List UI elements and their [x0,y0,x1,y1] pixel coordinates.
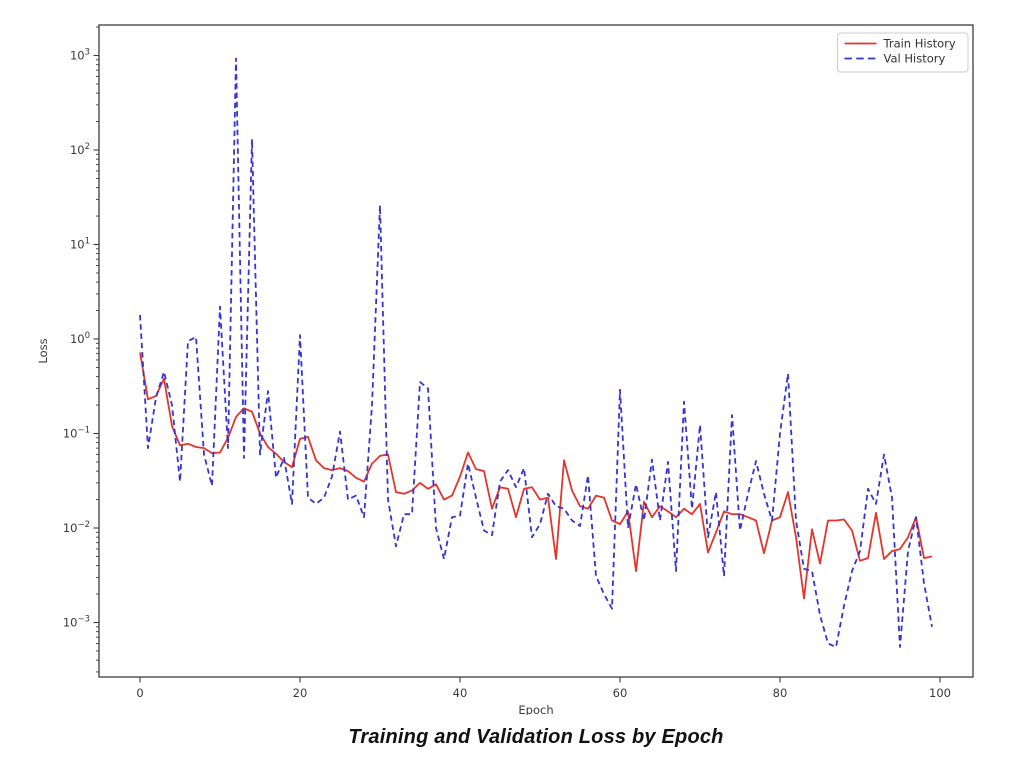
y-tick-label: 100 [70,331,90,346]
x-axis: 0 20 40 60 80 100 Epoch [136,677,951,715]
y-axis-title: Loss [36,338,50,363]
y-axis: 103 102 101 100 10−1 10−2 10−3 Loss [36,26,99,673]
x-tick-label: 20 [293,686,308,700]
x-tick-label: 40 [453,686,468,700]
val-loss-line [139,57,933,648]
y-tick-label: 103 [70,48,90,63]
y-tick-label: 101 [70,237,90,252]
train-loss-line [139,352,933,600]
y-tick-label: 102 [70,142,90,157]
y-tick-label: 10−2 [63,520,90,535]
chart-caption: Training and Validation Loss by Epoch [348,726,724,748]
y-tick-label: 10−3 [63,615,90,630]
x-tick-label: 60 [613,686,628,700]
series-lines [139,57,933,648]
y-tick-label: 10−1 [63,426,90,441]
x-axis-title: Epoch [518,703,553,715]
legend-label: Val History [884,52,946,66]
plot-border [98,24,974,678]
legend-label: Train History [883,37,956,51]
loss-chart: 103 102 101 100 10−1 10−2 10−3 Loss 0 20 40 60 80 10… [36,24,974,715]
x-tick-label: 0 [136,686,143,700]
x-tick-label: 80 [773,686,788,700]
x-tick-label: 100 [929,686,951,700]
